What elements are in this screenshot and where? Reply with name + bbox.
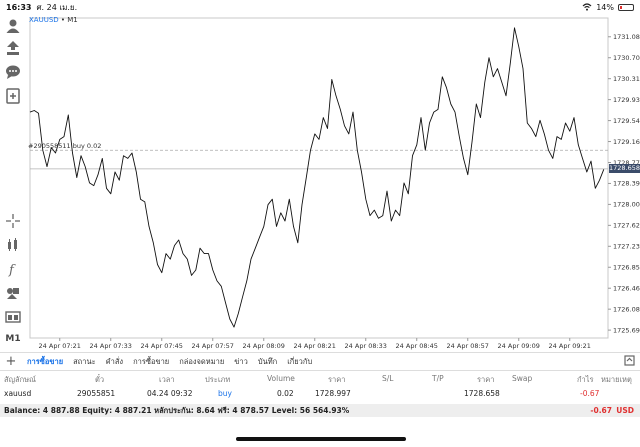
y-tick-label: 1727.235 xyxy=(613,243,640,251)
col-profit: กำไร xyxy=(577,375,594,384)
chart-symbol-label: XAUUSD • M1 xyxy=(29,16,78,24)
col-type: ประเภท xyxy=(205,375,231,384)
col-price: ราคา xyxy=(328,375,346,384)
status-right: 14% xyxy=(582,3,634,12)
balance-profit: -0.67 xyxy=(590,406,612,415)
y-tick-label: 1728.775 xyxy=(613,159,640,167)
chart-symbol: XAUUSD xyxy=(29,16,59,24)
table-header: สัญลักษณ์ ตั๋ว เวลา ประเภท Volume ราคา S… xyxy=(0,374,640,386)
row-type: buy xyxy=(218,389,232,398)
tab-exposure[interactable]: สถานะ xyxy=(73,356,96,366)
y-tick-label: 1728.005 xyxy=(613,201,640,209)
balance-bar: Balance: 4 887.88 Equity: 4 887.21 หลักป… xyxy=(0,404,640,417)
y-tick-label: 1725.695 xyxy=(613,326,640,334)
status-date: ศ. 24 เม.ย. xyxy=(36,2,78,12)
row-ticket: 29055851 xyxy=(77,389,116,398)
y-tick-label: 1726.850 xyxy=(613,264,640,272)
new-window-icon[interactable] xyxy=(4,87,22,105)
battery-icon xyxy=(618,3,634,11)
crosshair-icon[interactable] xyxy=(4,212,22,230)
chart-timeframe: • M1 xyxy=(60,16,78,24)
home-indicator[interactable] xyxy=(236,437,406,441)
tab-journal[interactable]: บันทึก xyxy=(257,356,278,366)
order-line-label: #290558511 buy 0.02 xyxy=(28,142,102,151)
tab-news[interactable]: ข่าว xyxy=(234,356,248,366)
expand-icon[interactable] xyxy=(618,354,640,369)
timeframe-button[interactable]: M1 xyxy=(5,334,21,344)
objects-icon[interactable] xyxy=(4,284,22,302)
x-tick-label: 24 Apr 08:45 xyxy=(396,342,438,350)
x-tick-label: 24 Apr 07:33 xyxy=(90,342,132,350)
x-tick-label: 24 Apr 08:57 xyxy=(447,342,489,350)
y-tick-label: 1729.545 xyxy=(613,117,640,125)
x-tick-label: 24 Apr 07:21 xyxy=(39,342,81,350)
wifi-icon xyxy=(582,3,592,11)
chart-canvas[interactable]: 1731.085 1730.700 1730.315 1729.930 1729.545… xyxy=(26,14,640,352)
col-sl: S/L xyxy=(382,374,394,383)
balance-text: Balance: 4 887.88 Equity: 4 887.21 หลักป… xyxy=(4,406,350,415)
y-tick-label: 1729.160 xyxy=(613,138,640,146)
row-time: 04.24 09:32 xyxy=(147,389,193,398)
row-profit: -0.67 xyxy=(580,389,600,398)
x-tick-label: 24 Apr 08:21 xyxy=(294,342,336,350)
y-tick-label: 1726.080 xyxy=(613,305,640,313)
tab-history[interactable]: การซื้อขาย xyxy=(133,356,170,366)
chat-icon[interactable] xyxy=(4,63,22,81)
col-symbol: สัญลักษณ์ xyxy=(4,375,37,384)
battery-percent: 14% xyxy=(596,2,614,12)
y-tick-label: 1730.700 xyxy=(613,54,640,62)
y-tick-label: 1730.315 xyxy=(613,75,640,83)
function-icon[interactable]: f xyxy=(4,260,22,278)
status-time: 16:33 xyxy=(6,2,32,12)
plot-frame xyxy=(29,17,609,339)
col-volume: Volume xyxy=(267,374,295,383)
series-line xyxy=(29,27,605,328)
tab-about[interactable]: เกี่ยวกับ xyxy=(287,356,313,366)
y-tick-label: 1731.085 xyxy=(613,33,640,41)
x-tick-label: 24 Apr 09:21 xyxy=(549,342,591,350)
status-bar: 16:33 ศ. 24 เม.ย. 14% xyxy=(0,0,640,14)
x-tick-label: 24 Apr 08:33 xyxy=(345,342,387,350)
x-tick-label: 24 Apr 07:45 xyxy=(141,342,183,350)
row-price2: 1728.658 xyxy=(464,389,500,398)
current-price-tag: 1728.658 xyxy=(609,164,640,174)
col-price2: ราคา xyxy=(477,375,495,384)
col-ticket: ตั๋ว xyxy=(95,375,105,384)
col-time: เวลา xyxy=(159,375,175,384)
indicators-icon[interactable] xyxy=(4,236,22,254)
col-tp: T/P xyxy=(432,374,444,383)
y-tick-label: 1729.930 xyxy=(613,96,640,104)
left-toolbar: f M1 xyxy=(0,14,26,352)
y-tick-label: 1726.465 xyxy=(613,285,640,293)
row-volume: 0.02 xyxy=(277,389,294,398)
trade-icon[interactable] xyxy=(4,39,22,57)
tab-trade[interactable]: การซื้อขาย xyxy=(27,356,64,366)
col-swap: Swap xyxy=(512,374,533,383)
bottom-tab-bar: + การซื้อขาย สถานะ คำสั่ง การซื้อขาย กล่… xyxy=(0,352,640,371)
row-symbol: xauusd xyxy=(4,389,32,398)
balance-currency: USD xyxy=(616,406,634,415)
x-tick-label: 24 Apr 09:09 xyxy=(498,342,540,350)
x-tick-label: 24 Apr 07:57 xyxy=(192,342,234,350)
price-chart[interactable]: 1731.085 1730.700 1730.315 1729.930 1729.545… xyxy=(26,14,640,352)
row-price: 1728.997 xyxy=(315,389,351,398)
add-icon[interactable]: + xyxy=(5,354,17,369)
y-tick-label: 1727.620 xyxy=(613,222,640,230)
tab-mailbox[interactable]: กล่องจดหมาย xyxy=(179,356,225,366)
person-icon[interactable] xyxy=(4,17,22,35)
tab-orders[interactable]: คำสั่ง xyxy=(105,356,124,366)
col-comment: หมายเหตุ xyxy=(601,375,632,384)
svg-text:f: f xyxy=(8,263,16,277)
y-tick-label: 1728.390 xyxy=(613,180,640,188)
table-row[interactable]: xauusd 29055851 04.24 09:32 buy 0.02 172… xyxy=(0,389,640,401)
templates-icon[interactable] xyxy=(4,308,22,326)
x-tick-label: 24 Apr 08:09 xyxy=(243,342,285,350)
